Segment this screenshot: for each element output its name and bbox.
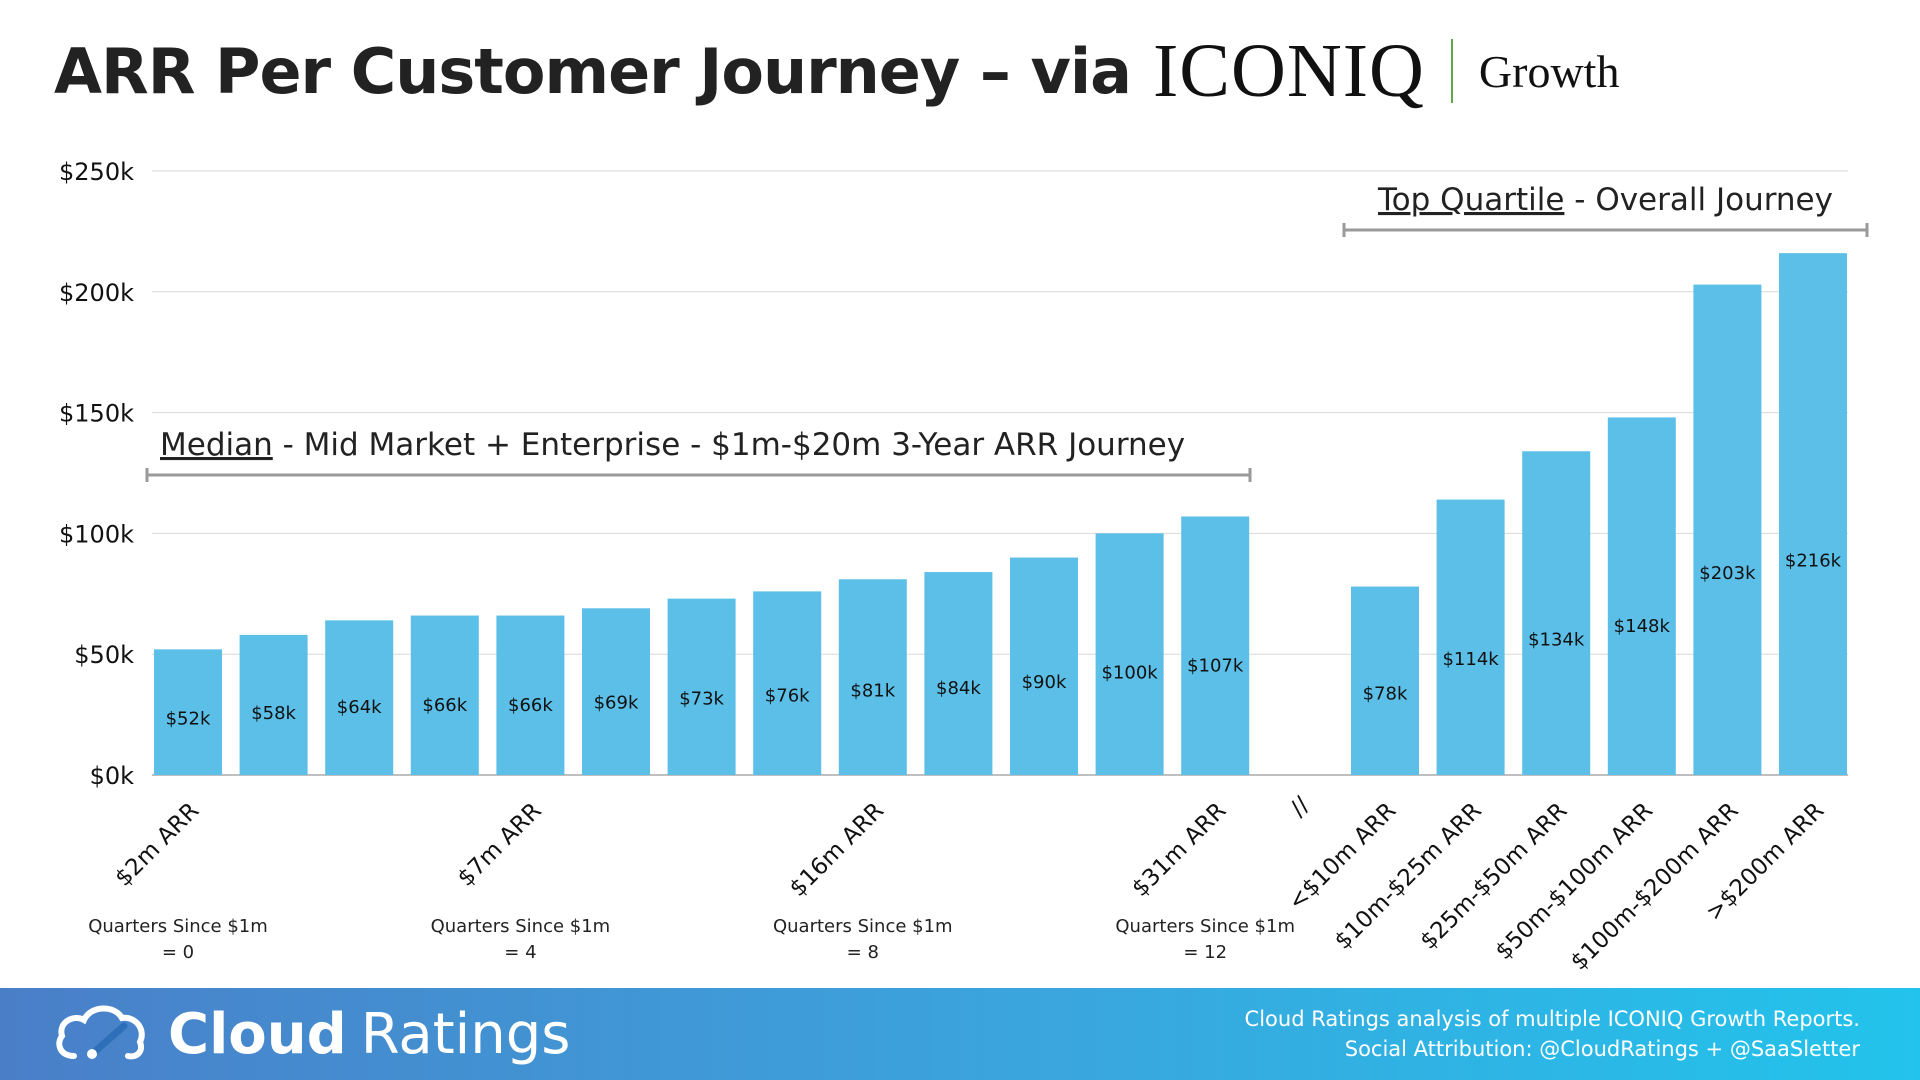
- cloud-gauge-icon: [56, 1005, 145, 1060]
- median-value-label: $69k: [594, 692, 639, 713]
- bars: [154, 253, 1847, 776]
- growth-logo-text: Growth: [1478, 45, 1620, 97]
- axis-break-marker: //: [1285, 792, 1315, 822]
- quarter-note-line1: Quarters Since $1m: [431, 916, 611, 937]
- category-label: $16m ARR: [785, 798, 889, 902]
- footer-banner: Cloud Ratings Cloud Ratings analysis of m…: [0, 988, 1920, 1080]
- median-value-label: $81k: [850, 681, 895, 702]
- brand-light: Ratings: [360, 1002, 571, 1067]
- median-title-rest: - Mid Market + Enterprise - $1m-$20m 3-Y…: [273, 427, 1185, 463]
- category-label: $100m-$200m ARR: [1566, 798, 1744, 976]
- quarter-note-line2: = 8: [847, 942, 879, 963]
- quarter-note-line1: Quarters Since $1m: [773, 916, 953, 937]
- quarter-note-line2: = 0: [162, 942, 194, 963]
- top-quartile-title-rest: - Overall Journey: [1564, 182, 1833, 218]
- median-bar: [1010, 557, 1078, 775]
- median-value-label: $76k: [765, 686, 810, 707]
- footer-credits: Cloud Ratings analysis of multiple ICONI…: [1245, 1004, 1860, 1064]
- median-bracket-title: Median - Mid Market + Enterprise - $1m-$…: [160, 427, 1185, 463]
- median-value-label: $52k: [166, 709, 211, 730]
- y-tick-label: $250k: [59, 158, 134, 186]
- median-title-underlined: Median: [160, 427, 273, 463]
- category-label: $25m-$50m ARR: [1416, 798, 1573, 955]
- quarter-note-line1: Quarters Since $1m: [88, 916, 268, 937]
- median-value-label: $73k: [679, 688, 724, 709]
- median-bar: [496, 615, 565, 775]
- top-quartile-bar: [1779, 253, 1847, 776]
- y-tick-label: $200k: [59, 279, 134, 307]
- gridlines: [152, 170, 1848, 776]
- top-quartile-bar: [1693, 284, 1762, 775]
- median-value-label: $84k: [936, 678, 981, 699]
- median-value-label: $58k: [251, 703, 296, 724]
- top-quartile-value-label: $114k: [1442, 649, 1499, 670]
- y-tick-label: $150k: [59, 400, 134, 428]
- category-label: $31m ARR: [1127, 798, 1231, 902]
- quarter-note-line1: Quarters Since $1m: [1115, 916, 1295, 937]
- y-axis-ticks: $0k $50k $100k $150k $200k $250k: [59, 158, 134, 790]
- top-quartile-bar: [1607, 417, 1676, 775]
- median-bar: [154, 649, 222, 775]
- median-bar: [410, 615, 479, 775]
- median-value-label: $90k: [1022, 672, 1067, 693]
- median-bar: [325, 620, 394, 775]
- top-quartile-bar: [1351, 586, 1419, 775]
- credit-line-1: Cloud Ratings analysis of multiple ICONI…: [1244, 1007, 1860, 1031]
- median-bar: [667, 598, 736, 775]
- top-quartile-value-label: $216k: [1785, 550, 1842, 571]
- median-bar: [838, 579, 907, 775]
- arr-bar-chart: $0k $50k $100k $150k $200k $250k $52k $58k $64k…: [59, 158, 1869, 975]
- quarter-note-line2: = 4: [504, 942, 536, 963]
- credit-line-2: Social Attribution: @CloudRatings + @Saa…: [1344, 1037, 1860, 1061]
- category-label: $7m ARR: [453, 798, 547, 892]
- median-bar: [582, 608, 650, 775]
- median-bar: [1095, 533, 1164, 775]
- median-bar: [239, 634, 308, 775]
- section-brackets: Median - Mid Market + Enterprise - $1m-$…: [145, 182, 1869, 482]
- category-label: $50m-$100m ARR: [1491, 798, 1658, 965]
- median-bar: [924, 572, 993, 775]
- median-value-label: $66k: [422, 695, 467, 716]
- category-labels: $2m ARR $7m ARR $16m ARR $31m ARR <$10m ARR$…: [110, 792, 1829, 975]
- y-tick-label: $50k: [74, 641, 134, 669]
- top-quartile-bar: [1522, 451, 1591, 775]
- top-quartile-bar: [1436, 499, 1505, 775]
- brand-bold: Cloud: [168, 1002, 347, 1067]
- category-label: $2m ARR: [110, 798, 204, 892]
- median-value-label: $100k: [1101, 662, 1158, 683]
- y-tick-label: $100k: [59, 520, 134, 548]
- title-row: ARR Per Customer Journey – via ICONIQ Gr…: [54, 26, 1619, 116]
- top-quartile-value-label: $134k: [1528, 630, 1585, 651]
- quarter-notes: Quarters Since $1m = 0 Quarters Since $1m =…: [88, 916, 1295, 963]
- value-labels: $52k $58k $64k $66k $66k $69k $73k $76k $81k $84k…: [166, 550, 1842, 729]
- logo-divider: [1450, 39, 1453, 103]
- median-value-label: $66k: [508, 695, 553, 716]
- top-quartile-bracket-title: Top Quartile - Overall Journey: [1377, 182, 1833, 218]
- cloud-ratings-logo: Cloud Ratings: [168, 1002, 570, 1067]
- top-quartile-value-label: $148k: [1614, 616, 1671, 637]
- iconiq-logo-text: ICONIQ: [1152, 28, 1425, 113]
- page-title: ARR Per Customer Journey – via: [54, 34, 1132, 108]
- median-value-label: $64k: [337, 697, 382, 718]
- median-value-label: $107k: [1187, 656, 1244, 677]
- top-quartile-value-label: $78k: [1363, 684, 1408, 705]
- median-bar: [753, 591, 822, 775]
- category-label: $10m-$25m ARR: [1330, 798, 1487, 955]
- median-bar: [1181, 516, 1250, 775]
- top-quartile-value-label: $203k: [1699, 563, 1756, 584]
- top-quartile-title-underlined: Top Quartile: [1377, 182, 1564, 218]
- y-tick-label: $0k: [90, 762, 135, 790]
- quarter-note-line2: = 12: [1183, 942, 1227, 963]
